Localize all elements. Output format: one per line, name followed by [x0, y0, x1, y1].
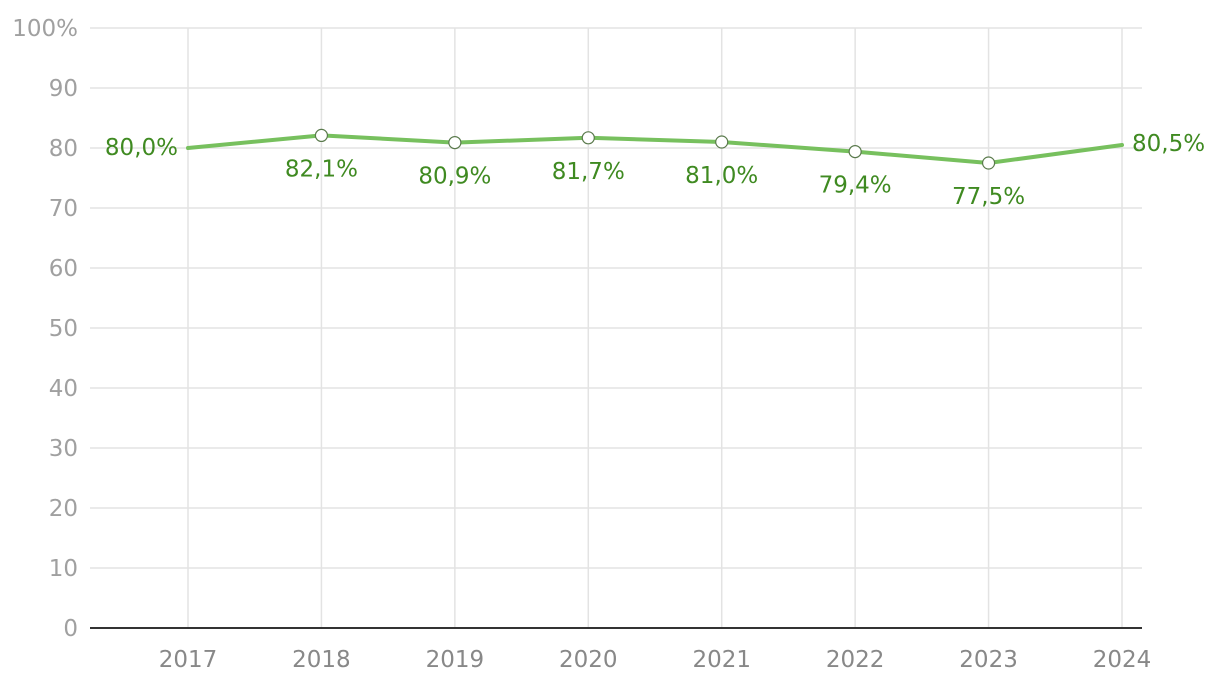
y-tick-label: 80	[49, 136, 78, 162]
y-tick-label: 60	[49, 256, 78, 282]
x-tick-label: 2021	[692, 647, 751, 673]
y-tick-label: 30	[49, 436, 78, 462]
data-label: 81,0%	[685, 163, 758, 189]
x-tick-label: 2018	[292, 647, 351, 673]
data-label: 77,5%	[952, 184, 1025, 210]
grid	[90, 27, 1142, 628]
y-tick-label: 90	[49, 76, 78, 102]
data-labels: 80,0% 82,1% 80,9% 81,7% 81,0% 79,4% 77,5% 80,5%	[105, 131, 1205, 210]
series-group	[186, 128, 1124, 170]
data-point[interactable]	[448, 136, 462, 150]
data-point[interactable]	[981, 156, 996, 170]
y-tick-label: 50	[49, 316, 78, 342]
data-point[interactable]	[848, 145, 862, 159]
y-tick-label: 70	[49, 196, 78, 222]
x-tick-label: 2020	[559, 647, 618, 673]
data-label: 80,9%	[418, 164, 491, 190]
data-label: 80,0%	[105, 135, 178, 161]
series-line	[186, 133, 1124, 165]
data-point[interactable]	[314, 128, 329, 142]
y-tick-label: 40	[49, 376, 78, 402]
y-tick-label: 100%	[12, 16, 78, 42]
x-axis: 2017 2018 2019 2020 2021 2022 2023 2024	[90, 627, 1152, 673]
data-label: 81,7%	[552, 159, 625, 185]
y-axis: 0 10 20 30 40 50 60 70 80 90 100%	[12, 16, 78, 642]
x-tick-label: 2022	[826, 647, 885, 673]
data-point[interactable]	[581, 131, 595, 145]
y-tick-label: 10	[49, 556, 78, 582]
x-tick-label: 2019	[426, 647, 485, 673]
x-tick-label: 2023	[959, 647, 1018, 673]
data-label: 79,4%	[819, 173, 892, 199]
y-tick-label: 20	[49, 496, 78, 522]
data-point[interactable]	[715, 135, 729, 149]
x-tick-label: 2024	[1093, 647, 1152, 673]
x-tick-label: 2017	[159, 647, 218, 673]
y-tick-label: 0	[63, 616, 78, 642]
data-label: 80,5%	[1132, 131, 1205, 157]
data-label: 82,1%	[285, 156, 358, 182]
